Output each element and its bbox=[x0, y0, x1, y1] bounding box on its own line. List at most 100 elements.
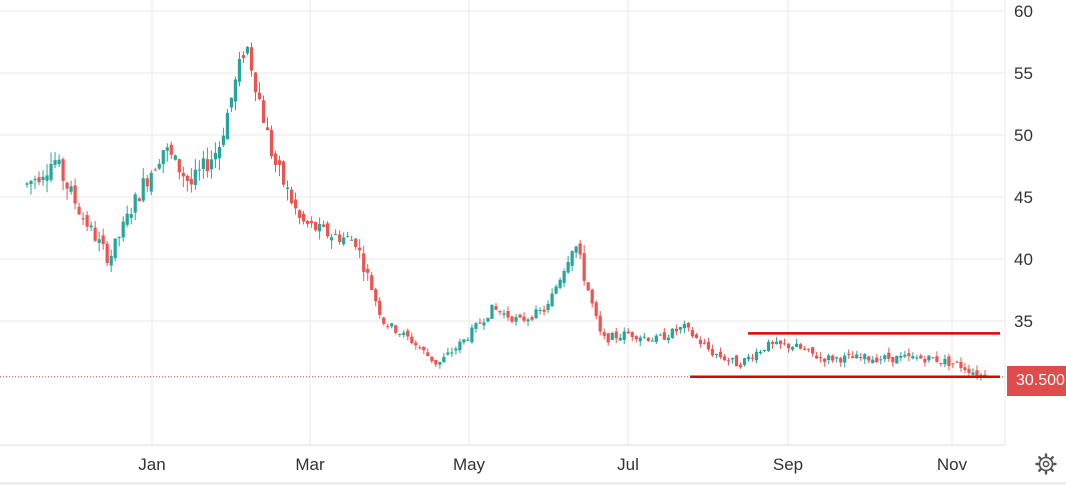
candle-body bbox=[77, 206, 81, 215]
candle-body bbox=[746, 356, 751, 360]
x-tick-label: Sep bbox=[773, 455, 803, 474]
candle-body bbox=[482, 322, 486, 326]
candle-body bbox=[598, 315, 602, 332]
candle-body bbox=[770, 341, 775, 344]
candle-body bbox=[438, 361, 442, 365]
candle-body bbox=[37, 177, 41, 183]
candle-body bbox=[634, 336, 638, 340]
x-tick-label: Jul bbox=[617, 455, 639, 474]
candle-body bbox=[342, 237, 346, 245]
candle-body bbox=[149, 173, 153, 192]
candle-body bbox=[706, 341, 711, 350]
candle-body bbox=[430, 356, 434, 362]
candle-body bbox=[815, 355, 819, 359]
candle-body bbox=[827, 355, 831, 361]
candle-body bbox=[177, 159, 181, 173]
candle-body bbox=[638, 337, 642, 342]
y-tick-label: 55 bbox=[1014, 64, 1033, 83]
candle-body bbox=[269, 129, 274, 157]
candle-body bbox=[458, 341, 462, 351]
candle-body bbox=[181, 173, 185, 177]
candle-body bbox=[831, 355, 835, 361]
candle-body bbox=[237, 59, 242, 82]
candle-body bbox=[766, 341, 771, 352]
candle-body bbox=[442, 356, 446, 363]
candle-body bbox=[502, 313, 506, 315]
candle-body bbox=[855, 354, 859, 359]
candle-body bbox=[851, 356, 855, 359]
candle-body bbox=[121, 221, 125, 238]
x-tick-label: May bbox=[453, 455, 486, 474]
candle-body bbox=[670, 328, 674, 338]
candle-body bbox=[538, 309, 542, 311]
candle-body bbox=[394, 325, 398, 333]
candle-body bbox=[666, 337, 670, 341]
candle-body bbox=[265, 127, 270, 131]
candle-body bbox=[975, 370, 979, 376]
candle-body bbox=[790, 347, 795, 350]
candle-body bbox=[450, 352, 454, 354]
candle-body bbox=[594, 302, 598, 317]
candle-body bbox=[61, 159, 65, 181]
candle-body bbox=[915, 357, 919, 359]
candle-body bbox=[618, 337, 622, 341]
candle-body bbox=[370, 275, 374, 290]
candle-body bbox=[630, 332, 634, 338]
candle-body bbox=[454, 348, 458, 351]
candle-body bbox=[650, 340, 654, 342]
candle-body bbox=[574, 246, 578, 253]
candle-body bbox=[518, 314, 522, 318]
candle-body bbox=[470, 327, 474, 343]
candle-body bbox=[971, 372, 975, 375]
candle-body bbox=[642, 336, 646, 338]
candle-body bbox=[89, 225, 93, 228]
candle-body bbox=[742, 358, 747, 365]
candle-body bbox=[137, 198, 141, 202]
candle-body bbox=[778, 340, 783, 345]
candle-body bbox=[169, 144, 173, 155]
candle-body bbox=[129, 214, 133, 218]
candle-body bbox=[807, 348, 811, 350]
candle-body bbox=[943, 358, 947, 365]
candle-body bbox=[887, 352, 891, 359]
candle-body bbox=[309, 221, 314, 224]
candle-body bbox=[305, 220, 310, 224]
candle-body bbox=[225, 112, 230, 140]
candle-body bbox=[249, 47, 254, 71]
candle-body bbox=[213, 152, 217, 160]
candle-body bbox=[257, 92, 262, 100]
settings-button[interactable] bbox=[1034, 452, 1058, 476]
candle-body bbox=[867, 356, 871, 361]
candle-body bbox=[774, 341, 779, 344]
candle-body bbox=[682, 323, 686, 329]
candle-body bbox=[883, 355, 887, 360]
candle-body bbox=[730, 357, 735, 360]
candle-body bbox=[390, 323, 394, 327]
candle-body bbox=[221, 135, 226, 146]
last-price-tag: 30.500 bbox=[1007, 366, 1066, 396]
candle-body bbox=[133, 194, 137, 213]
candle-body bbox=[410, 336, 414, 344]
candle-body bbox=[610, 333, 614, 340]
candle-body bbox=[354, 238, 358, 248]
candle-body bbox=[197, 169, 201, 171]
candle-body bbox=[193, 169, 197, 185]
candle-body bbox=[963, 367, 967, 371]
candle-body bbox=[45, 175, 49, 181]
candle-body bbox=[185, 175, 189, 181]
candle-body bbox=[843, 355, 847, 363]
candle-body bbox=[710, 349, 715, 356]
candle-body bbox=[201, 158, 205, 169]
candle-body bbox=[586, 282, 590, 291]
candle-body bbox=[494, 306, 498, 310]
candle-body bbox=[326, 223, 330, 237]
candle-body bbox=[418, 347, 422, 349]
candle-body bbox=[498, 310, 502, 313]
candle-body bbox=[947, 356, 951, 366]
candle-body bbox=[85, 215, 89, 227]
candle-body bbox=[674, 328, 678, 332]
candle-body bbox=[582, 253, 586, 281]
candle-body bbox=[714, 354, 719, 356]
